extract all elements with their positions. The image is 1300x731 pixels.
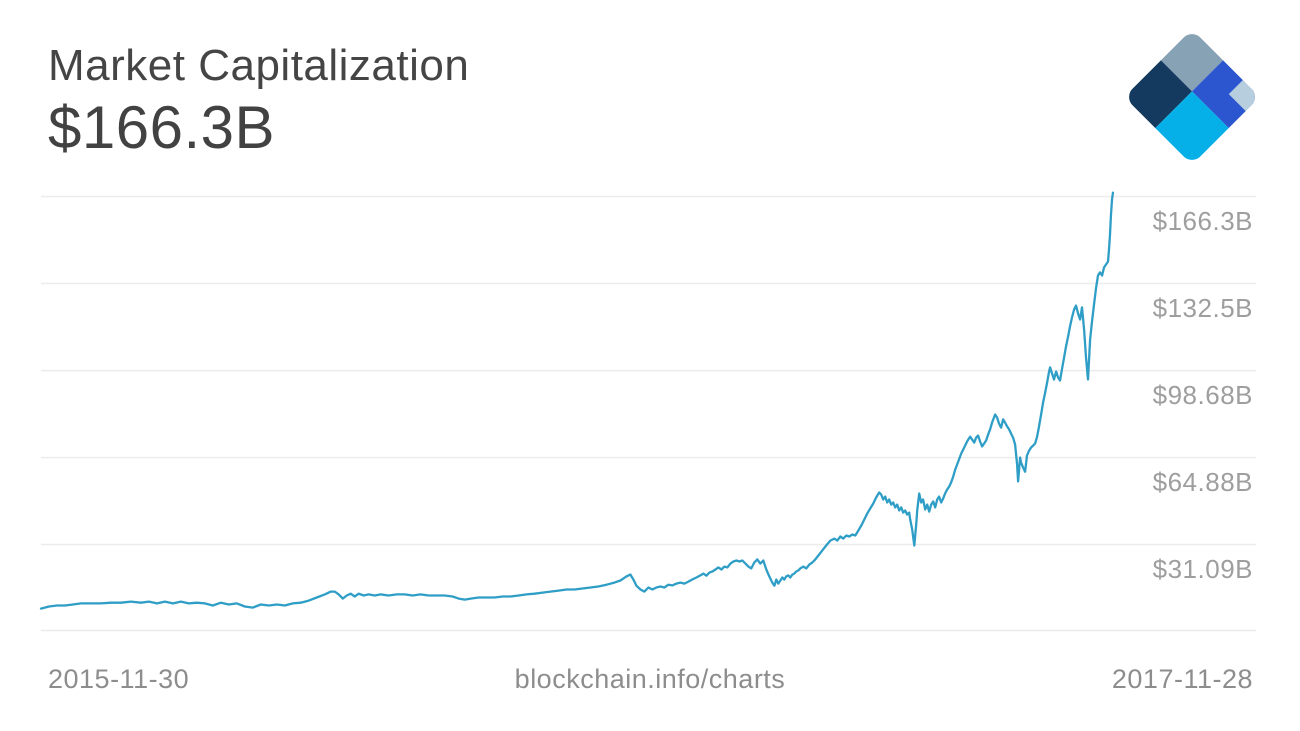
current-market-cap-value: $166.3B <box>48 94 276 161</box>
y-axis-tick-label: $64.88B <box>1152 466 1253 497</box>
watermark-source-url: blockchain.info/charts <box>514 664 786 694</box>
y-axis-tick-label: $132.5B <box>1152 292 1253 323</box>
y-axis-tick-label: $98.68B <box>1152 379 1253 410</box>
page-title: Market Capitalization <box>48 41 470 90</box>
x-axis-label-start-date: 2015-11-30 <box>48 664 190 694</box>
x-axis-label-end-date: 2017-11-28 <box>1111 664 1253 694</box>
y-axis-tick-label: $31.09B <box>1152 553 1253 584</box>
y-axis-tick-label: $166.3B <box>1152 205 1253 236</box>
